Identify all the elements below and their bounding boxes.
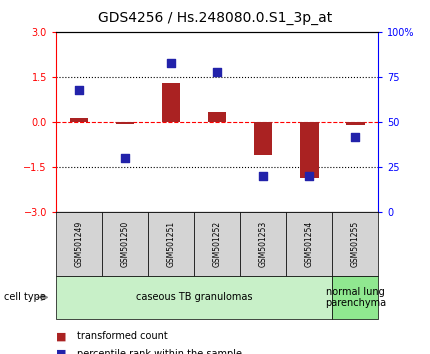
Bar <box>56 212 102 276</box>
Point <box>260 173 267 179</box>
Point <box>76 87 83 92</box>
Text: GSM501250: GSM501250 <box>120 221 129 267</box>
Text: transformed count: transformed count <box>77 331 168 341</box>
Point <box>168 60 175 65</box>
Bar <box>194 212 240 276</box>
Text: GDS4256 / Hs.248080.0.S1_3p_at: GDS4256 / Hs.248080.0.S1_3p_at <box>98 11 332 25</box>
Bar <box>102 212 148 276</box>
Bar <box>332 212 378 276</box>
Point <box>122 155 129 161</box>
Text: GSM501255: GSM501255 <box>351 221 360 267</box>
Bar <box>162 83 180 122</box>
Text: ■: ■ <box>56 349 66 354</box>
Text: percentile rank within the sample: percentile rank within the sample <box>77 349 243 354</box>
Bar <box>70 118 88 122</box>
Point <box>306 173 313 179</box>
Text: GSM501249: GSM501249 <box>74 221 83 267</box>
Text: caseous TB granulomas: caseous TB granulomas <box>136 292 252 302</box>
Bar <box>300 122 319 178</box>
Text: cell type: cell type <box>4 292 46 302</box>
Text: ■: ■ <box>56 331 66 341</box>
Text: GSM501251: GSM501251 <box>166 221 175 267</box>
Bar <box>240 212 286 276</box>
Bar <box>116 122 134 124</box>
Text: GSM501252: GSM501252 <box>213 221 221 267</box>
Bar <box>148 212 194 276</box>
Point <box>214 69 221 74</box>
Text: GSM501253: GSM501253 <box>259 221 268 267</box>
Bar <box>56 276 332 319</box>
Text: normal lung
parenchyma: normal lung parenchyma <box>325 286 386 308</box>
Bar <box>208 112 226 122</box>
Bar <box>346 122 365 125</box>
Point <box>352 134 359 139</box>
Bar <box>286 212 332 276</box>
Bar <box>254 122 273 155</box>
Text: GSM501254: GSM501254 <box>305 221 314 267</box>
Bar <box>332 276 378 319</box>
